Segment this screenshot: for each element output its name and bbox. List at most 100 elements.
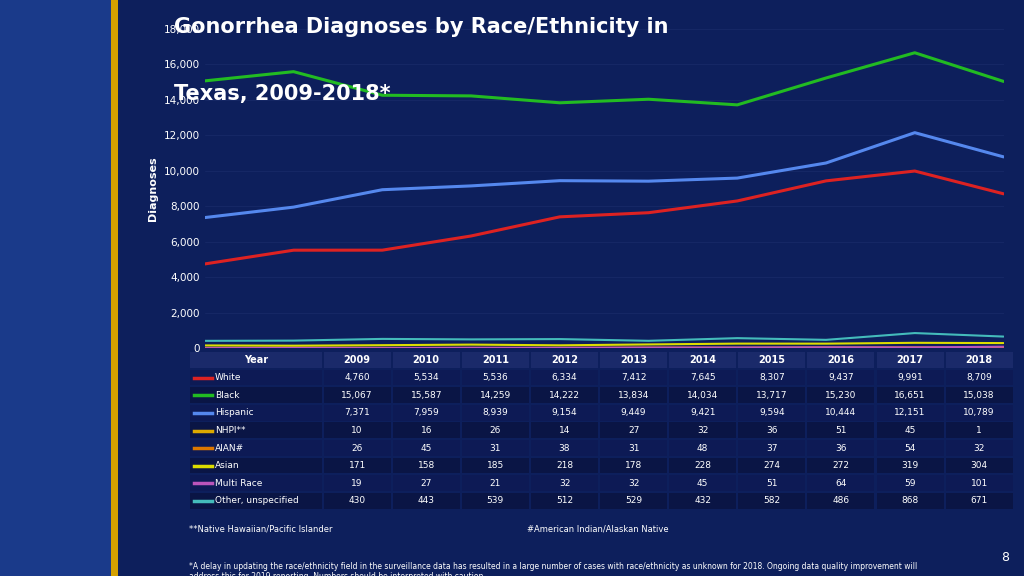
Text: 6,334: 6,334	[552, 373, 578, 382]
Bar	[190, 370, 322, 385]
Text: 21: 21	[489, 479, 501, 488]
Bar	[600, 370, 668, 385]
Bar	[324, 440, 391, 456]
Bar	[738, 440, 805, 456]
Bar	[807, 370, 874, 385]
Text: 9,991: 9,991	[897, 373, 923, 382]
Bar	[738, 352, 805, 368]
Text: 2016: 2016	[827, 355, 854, 365]
Bar	[324, 475, 391, 491]
Text: 32: 32	[628, 479, 639, 488]
Text: 32: 32	[697, 426, 709, 435]
Bar	[190, 405, 322, 420]
Text: 14,259: 14,259	[479, 391, 511, 400]
Bar	[462, 387, 528, 403]
Text: 4,760: 4,760	[344, 373, 370, 382]
Text: 2013: 2013	[621, 355, 647, 365]
Text: Year: Year	[244, 355, 268, 365]
Bar	[190, 475, 322, 491]
Bar	[670, 370, 736, 385]
Text: 9,594: 9,594	[759, 408, 784, 418]
Text: 486: 486	[833, 497, 850, 506]
Bar	[600, 475, 668, 491]
Bar	[738, 457, 805, 473]
Bar	[462, 492, 528, 509]
Text: 2010: 2010	[413, 355, 439, 365]
Bar	[946, 457, 1013, 473]
Text: Hispanic: Hispanic	[215, 408, 254, 418]
Text: 26: 26	[351, 444, 362, 453]
Text: Asian: Asian	[215, 461, 240, 470]
Text: 27: 27	[421, 479, 432, 488]
Text: 582: 582	[763, 497, 780, 506]
Bar	[530, 405, 598, 420]
Text: #American Indian/Alaskan Native: #American Indian/Alaskan Native	[527, 524, 669, 533]
Text: 14,034: 14,034	[687, 391, 719, 400]
Text: 31: 31	[489, 444, 501, 453]
Bar	[670, 457, 736, 473]
Text: 2014: 2014	[689, 355, 716, 365]
Bar	[738, 475, 805, 491]
Bar	[946, 422, 1013, 438]
Y-axis label: Diagnoses: Diagnoses	[148, 156, 159, 221]
Text: 36: 36	[766, 426, 777, 435]
Text: 51: 51	[766, 479, 777, 488]
Text: 7,371: 7,371	[344, 408, 370, 418]
Text: 512: 512	[556, 497, 573, 506]
Text: 101: 101	[971, 479, 988, 488]
Bar	[738, 370, 805, 385]
Bar	[324, 492, 391, 509]
Text: 27: 27	[628, 426, 639, 435]
Text: 9,449: 9,449	[621, 408, 646, 418]
Bar	[190, 440, 322, 456]
Bar	[670, 387, 736, 403]
Bar	[324, 387, 391, 403]
Bar	[462, 457, 528, 473]
Bar	[190, 422, 322, 438]
Bar	[462, 422, 528, 438]
Text: 16: 16	[421, 426, 432, 435]
Text: 5,536: 5,536	[482, 373, 508, 382]
Bar	[393, 422, 460, 438]
Text: 36: 36	[836, 444, 847, 453]
Bar	[600, 492, 668, 509]
Text: 8,709: 8,709	[967, 373, 992, 382]
Text: 272: 272	[833, 461, 850, 470]
Text: 14: 14	[559, 426, 570, 435]
Text: Other, unspecified: Other, unspecified	[215, 497, 299, 506]
Text: 7,959: 7,959	[414, 408, 439, 418]
Bar	[807, 440, 874, 456]
Bar	[877, 352, 944, 368]
Text: 430: 430	[348, 497, 366, 506]
Bar	[530, 440, 598, 456]
Bar	[946, 370, 1013, 385]
Text: Gonorrhea Diagnoses by Race/Ethnicity in: Gonorrhea Diagnoses by Race/Ethnicity in	[174, 17, 669, 37]
Text: 2009: 2009	[344, 355, 371, 365]
Bar	[807, 475, 874, 491]
Bar	[324, 370, 391, 385]
Bar	[324, 457, 391, 473]
Text: White: White	[215, 373, 242, 382]
Text: 2012: 2012	[551, 355, 578, 365]
Bar	[807, 387, 874, 403]
Text: 45: 45	[697, 479, 709, 488]
Bar	[462, 352, 528, 368]
Bar	[946, 492, 1013, 509]
Text: 304: 304	[971, 461, 988, 470]
Text: 15,038: 15,038	[964, 391, 995, 400]
Bar	[877, 492, 944, 509]
Text: 158: 158	[418, 461, 435, 470]
Text: 10,789: 10,789	[964, 408, 995, 418]
Bar	[462, 405, 528, 420]
Text: 19: 19	[351, 479, 362, 488]
Bar	[738, 387, 805, 403]
Text: 38: 38	[559, 444, 570, 453]
Text: 171: 171	[348, 461, 366, 470]
Bar	[738, 405, 805, 420]
Text: 45: 45	[421, 444, 432, 453]
Bar	[946, 475, 1013, 491]
Text: Texas, 2009-2018*: Texas, 2009-2018*	[174, 84, 391, 104]
Bar	[462, 475, 528, 491]
Bar	[600, 440, 668, 456]
Text: 5,534: 5,534	[414, 373, 439, 382]
